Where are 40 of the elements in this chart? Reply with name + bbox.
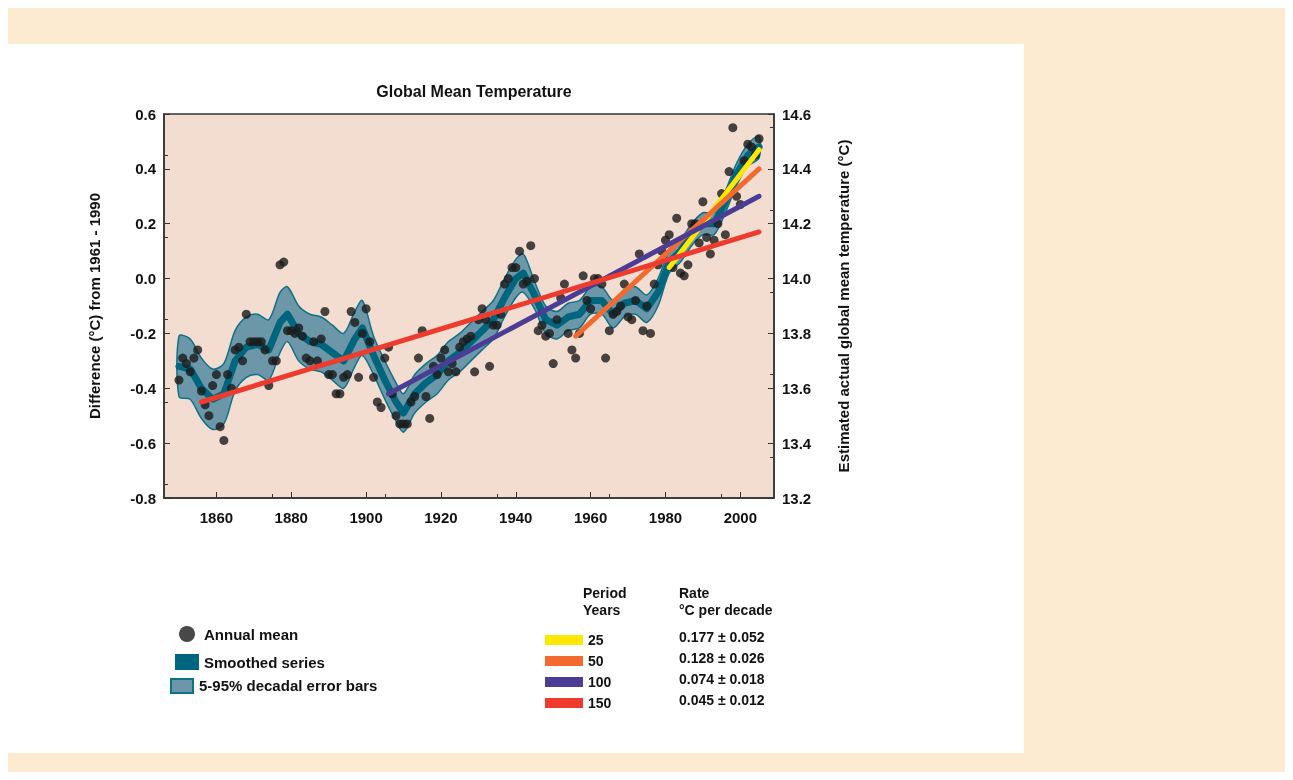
legend-title: Period Years [583,584,627,618]
y2-tick-label: 14.0 [782,270,812,288]
y-tick-label: 0.2 [135,215,156,233]
chart-title: Global Mean Temperature [376,82,572,100]
y2-axis-title: Estimated actual global mean temperature (°C) [835,139,852,473]
legend-label: Annual mean [204,625,299,643]
y2-tick-label: 13.2 [782,489,812,507]
text: 5-95% decadal error bars [199,677,378,694]
text: Rate °C per decade [679,584,773,618]
y2-tick-label: 14.4 [782,160,812,178]
legend-label: Smoothed series [204,653,325,671]
x-tick-label: 1980 [648,509,683,526]
y-tick-label: 0.0 [135,270,156,288]
y-tick-label: -0.8 [130,489,156,507]
y2-tick-label: 13.8 [782,324,812,342]
text: 0.074 ± 0.018 [679,670,765,687]
x-tick-label: 1900 [349,509,383,526]
x-tick-label: 1880 [274,509,308,526]
legend-label: 100 [588,674,612,690]
y-tick-label: 0.6 [135,105,156,123]
x-tick-label: 1960 [573,509,608,526]
legend-label: 50 [588,653,604,669]
y2-tick-label: 14.6 [782,105,812,123]
y-tick-label: -0.6 [130,434,156,452]
y-tick-label: -0.2 [130,324,156,342]
x-tick-label: 2000 [723,509,758,526]
legend-label: 150 [588,695,612,711]
x-tick-label: 1920 [424,509,458,526]
x-tick-label: 1940 [499,509,533,526]
x-tick-label: 1860 [199,509,234,526]
y-tick-label: 0.4 [135,160,157,178]
y2-tick-label: 14.2 [782,215,812,233]
text: 0.128 ± 0.026 [679,649,765,666]
y-tick-label: -0.4 [130,379,157,397]
y2-tick-label: 13.4 [782,434,812,452]
legend-label: 25 [588,632,604,648]
text: 0.045 ± 0.012 [679,691,765,708]
text: 0.177 ± 0.052 [679,628,765,645]
y-axis-title: Difference (°C) from 1961 - 1990 [86,192,103,420]
y2-tick-label: 13.6 [782,379,812,397]
